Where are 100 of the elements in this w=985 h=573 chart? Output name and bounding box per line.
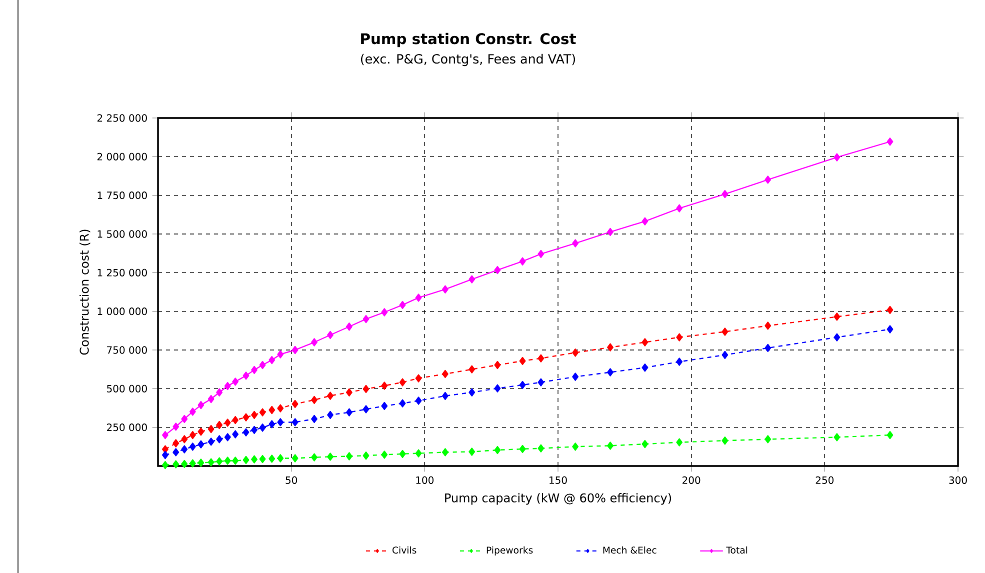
point	[181, 435, 188, 444]
point	[259, 424, 266, 432]
point	[198, 428, 204, 436]
chart-title: Pump station Constr. Cost	[361, 32, 576, 48]
point	[242, 456, 250, 464]
point	[327, 392, 334, 400]
point	[362, 405, 370, 414]
point	[346, 322, 352, 331]
point	[251, 455, 258, 464]
x-tick-label: 300	[949, 476, 967, 484]
point	[381, 308, 388, 316]
point	[607, 368, 614, 376]
point	[277, 418, 284, 426]
point	[268, 406, 276, 414]
point	[442, 448, 448, 456]
point	[572, 442, 579, 451]
point	[181, 445, 188, 454]
point	[162, 450, 168, 460]
point	[519, 356, 526, 366]
point	[268, 454, 276, 463]
point	[181, 460, 188, 468]
point	[362, 384, 370, 394]
point	[362, 314, 370, 324]
x-tick-label: 250	[816, 476, 834, 484]
legend-label: Mech &Elec	[603, 546, 656, 554]
point	[259, 408, 266, 416]
point	[232, 378, 239, 386]
y-tick-label: 1 000 000	[98, 308, 147, 316]
point	[172, 439, 180, 448]
point	[311, 338, 318, 346]
point	[327, 452, 334, 461]
point	[722, 328, 728, 336]
point	[268, 356, 276, 364]
point	[292, 454, 298, 462]
point	[607, 228, 614, 236]
point	[764, 435, 772, 444]
point	[468, 365, 476, 374]
point	[834, 153, 840, 162]
point	[538, 250, 544, 258]
y-tick-label: 500 000	[107, 384, 147, 392]
point	[468, 275, 476, 284]
point	[572, 348, 579, 357]
point	[208, 394, 214, 404]
point	[886, 430, 894, 440]
point	[607, 442, 614, 450]
point	[327, 410, 334, 420]
x-tick-label: 50	[286, 476, 298, 484]
point	[572, 239, 579, 248]
point	[208, 424, 214, 434]
point	[764, 322, 772, 330]
y-tick-label: 2 000 000	[97, 152, 147, 160]
point	[198, 440, 204, 448]
point	[224, 418, 231, 427]
x-tick-label: 150	[550, 476, 567, 484]
point	[277, 404, 284, 412]
legend-label: Total	[726, 546, 748, 554]
point	[198, 400, 204, 410]
point	[494, 446, 501, 454]
point	[415, 449, 422, 458]
point	[327, 330, 334, 340]
point	[216, 420, 223, 430]
point	[224, 456, 231, 465]
point	[494, 360, 501, 370]
point	[676, 438, 683, 446]
point	[399, 450, 406, 458]
point	[834, 433, 840, 442]
point	[676, 333, 683, 342]
point	[468, 448, 476, 456]
point	[251, 410, 258, 420]
point	[519, 257, 526, 266]
x-tick-label: 100	[416, 476, 434, 484]
point	[572, 372, 579, 381]
x-tick-label: 200	[682, 476, 700, 484]
point	[162, 430, 168, 440]
y-tick-label: 1 250 000	[98, 268, 147, 276]
point	[224, 433, 231, 442]
point	[676, 204, 683, 212]
point	[886, 138, 894, 146]
point	[251, 426, 258, 434]
point	[764, 344, 772, 352]
point	[381, 402, 388, 410]
point	[232, 456, 239, 465]
point	[834, 312, 840, 321]
point	[538, 354, 544, 362]
point	[494, 266, 501, 274]
point	[311, 414, 318, 424]
point	[764, 176, 772, 184]
point	[162, 460, 168, 470]
point	[415, 374, 422, 382]
point	[189, 442, 196, 451]
point	[292, 400, 298, 408]
point	[259, 360, 266, 370]
point	[242, 428, 250, 436]
point	[442, 392, 448, 400]
point	[642, 440, 648, 448]
point	[172, 448, 180, 456]
point	[494, 384, 501, 392]
point	[886, 306, 894, 314]
point	[346, 388, 352, 396]
point	[259, 454, 266, 464]
